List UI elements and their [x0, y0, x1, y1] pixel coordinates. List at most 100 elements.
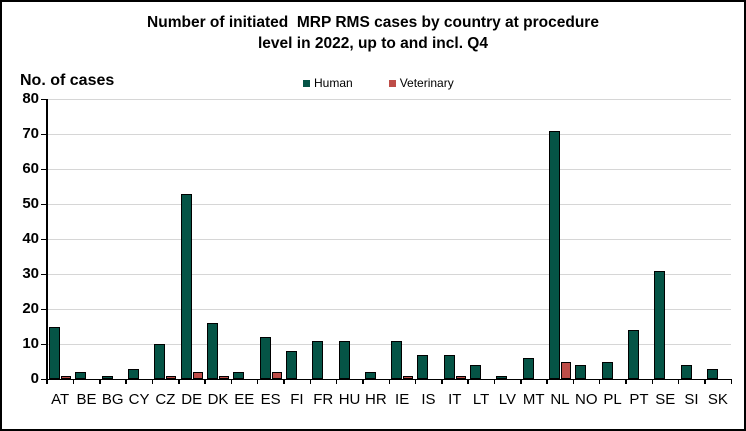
- legend-label-human: Human: [314, 76, 353, 90]
- y-axis-label-70: 70: [22, 125, 39, 142]
- bar-human-FI: [285, 351, 297, 379]
- x-axis-tick-20: [572, 379, 575, 384]
- x-axis-line: [46, 378, 732, 380]
- gridline-60: [47, 168, 731, 170]
- y-axis-tick-30: [41, 273, 47, 275]
- bar-human-FR: [312, 340, 324, 379]
- x-axis-tick-11: [335, 379, 338, 384]
- x-axis-tick-2: [99, 379, 101, 384]
- x-axis-label-DK: DK: [207, 391, 229, 408]
- gridline-10: [47, 343, 731, 345]
- y-axis-label-20: 20: [22, 300, 39, 317]
- x-axis-label-IT: IT: [448, 391, 462, 408]
- bar-human-IT: [443, 354, 455, 379]
- x-axis-tick-10: [309, 379, 312, 384]
- y-axis-label-30: 30: [22, 265, 39, 282]
- gridline-50: [47, 203, 731, 205]
- bar-veterinary-NL: [561, 361, 571, 379]
- x-axis-tick-19: [546, 379, 548, 384]
- y-axis-line: [46, 99, 48, 384]
- x-axis-tick-13: [388, 379, 390, 384]
- x-axis-tick-23: [651, 379, 654, 384]
- x-axis-label-FI: FI: [290, 391, 304, 408]
- x-axis-tick-3: [125, 379, 127, 384]
- x-axis-label-LV: LV: [498, 391, 516, 408]
- bar-human-IE: [391, 340, 403, 379]
- x-axis-label-NO: NO: [575, 391, 598, 408]
- y-axis-tick-20: [41, 308, 47, 310]
- x-axis-label-PL: PL: [603, 391, 622, 408]
- gridline-30: [47, 273, 731, 275]
- x-axis-tick-6: [204, 379, 206, 384]
- legend: Human Veterinary: [303, 76, 454, 90]
- x-axis-tick-8: [256, 379, 259, 384]
- x-axis-label-LT: LT: [472, 391, 490, 408]
- x-axis-tick-5: [178, 379, 180, 384]
- x-axis-label-SK: SK: [707, 391, 728, 408]
- gridline-70: [47, 133, 731, 135]
- bar-human-PT: [627, 330, 639, 379]
- x-axis-label-IS: IS: [421, 391, 436, 408]
- x-axis-label-SI: SI: [684, 391, 699, 408]
- bar-human-CZ: [154, 344, 166, 379]
- legend-label-veterinary: Veterinary: [399, 76, 454, 90]
- x-axis-tick-1: [72, 379, 75, 384]
- y-axis-label-10: 10: [22, 335, 39, 352]
- chart-title-line2: level in 2022, up to and incl. Q4: [258, 35, 488, 52]
- bar-human-NO: [575, 365, 587, 379]
- y-axis-tick-10: [41, 343, 47, 345]
- x-axis-tick-4: [151, 379, 154, 384]
- x-axis-tick-16: [467, 379, 469, 384]
- x-axis-label-CZ: CZ: [155, 391, 176, 408]
- x-axis-tick-7: [230, 379, 233, 384]
- bar-human-HU: [338, 340, 350, 379]
- x-axis-label-BG: BG: [101, 391, 124, 408]
- x-axis-tick-15: [441, 379, 443, 384]
- x-axis-tick-22: [625, 379, 627, 384]
- x-axis-label-DE: DE: [181, 391, 203, 408]
- x-axis-label-BE: BE: [76, 391, 97, 408]
- x-axis-label-HU: HU: [338, 391, 361, 408]
- x-axis-tick-25: [704, 379, 706, 384]
- bar-human-MT: [522, 358, 534, 379]
- y-axis-tick-50: [41, 203, 47, 205]
- x-axis-label-HR: HR: [365, 391, 387, 408]
- bar-human-SI: [680, 365, 692, 379]
- x-axis-label-CY: CY: [128, 391, 150, 408]
- plot-area: 0 10 20 30 40 50 60 70 80 AT BE BG CY CZ DE DK EE ES FI FR H…: [22, 90, 732, 408]
- chart-title-line1: Number of initiated MRP RMS cases by cou…: [147, 14, 599, 31]
- y-axis-tick-40: [41, 238, 47, 240]
- bar-human-DK: [207, 323, 218, 379]
- bar-human-NL: [549, 130, 560, 379]
- gridline-40: [47, 238, 731, 240]
- y-axis-tick-70: [41, 133, 47, 135]
- x-axis-tick-24: [677, 379, 680, 384]
- x-axis-tick-12: [362, 379, 364, 384]
- y-axis-tick-60: [41, 168, 47, 170]
- legend-swatch-human-icon: [303, 79, 310, 87]
- x-axis-label-PT: PT: [629, 391, 649, 408]
- legend-item-human: Human: [303, 76, 353, 90]
- x-axis-tick-9: [283, 379, 285, 384]
- y-axis-label-80: 80: [22, 90, 39, 107]
- legend-item-veterinary: Veterinary: [388, 76, 454, 90]
- bar-human-PL: [601, 361, 613, 379]
- x-axis-label-AT: AT: [51, 391, 70, 408]
- x-axis-label-FR: FR: [313, 391, 334, 408]
- y-axis-label-0: 0: [30, 370, 39, 387]
- x-axis-tick-0: [46, 379, 48, 384]
- bar-human-SK: [706, 368, 718, 379]
- x-axis-label-MT: MT: [522, 391, 545, 408]
- x-axis-tick-14: [414, 379, 417, 384]
- bar-human-LT: [470, 365, 482, 379]
- gridline-20: [47, 308, 731, 310]
- x-axis-label-ES: ES: [260, 391, 281, 408]
- x-axis-tick-26: [730, 379, 732, 384]
- x-axis-tick-17: [493, 379, 496, 384]
- x-axis-label-IE: IE: [395, 391, 410, 408]
- y-axis-label-60: 60: [22, 160, 39, 177]
- x-axis-label-SE: SE: [655, 391, 676, 408]
- bar-human-ES: [259, 337, 271, 379]
- y-axis-tick-0: [41, 378, 47, 380]
